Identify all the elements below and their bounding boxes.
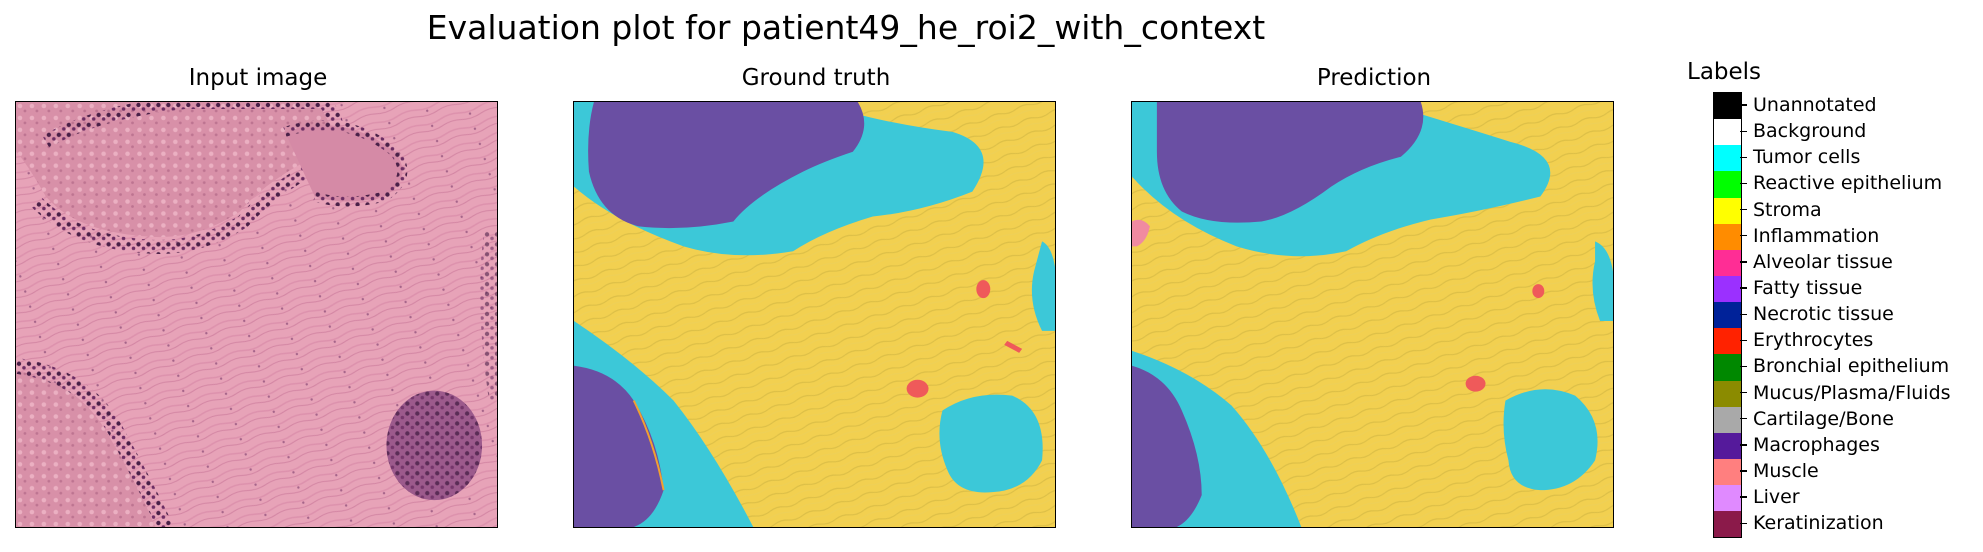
legend-item: Macrophages bbox=[1740, 432, 1951, 458]
legend-label: Macrophages bbox=[1753, 433, 1880, 456]
legend-label: Cartilage/Bone bbox=[1753, 407, 1894, 430]
legend-tick bbox=[1740, 104, 1747, 106]
legend-swatch bbox=[1714, 328, 1741, 355]
legend-swatch bbox=[1714, 249, 1741, 276]
legend-item: Keratinization bbox=[1740, 510, 1951, 536]
legend-tick bbox=[1740, 182, 1747, 185]
legend-swatch bbox=[1714, 145, 1741, 172]
legend-title: Labels bbox=[1687, 59, 1762, 85]
legend-tick bbox=[1740, 313, 1747, 315]
legend-tick bbox=[1740, 365, 1747, 368]
legend-label: Reactive epithelium bbox=[1753, 172, 1943, 195]
legend-tick bbox=[1740, 261, 1747, 263]
legend-swatch bbox=[1714, 223, 1741, 250]
panel-title-input-image: Input image bbox=[188, 65, 328, 91]
legend-tick bbox=[1740, 391, 1747, 394]
legend-swatch bbox=[1714, 275, 1741, 303]
legend-tick bbox=[1740, 287, 1747, 289]
prediction-mask bbox=[1132, 102, 1613, 527]
legend-item: Tumor cells bbox=[1740, 144, 1951, 170]
legend-item: Muscle bbox=[1740, 458, 1951, 484]
legend-swatch bbox=[1714, 485, 1741, 512]
legend-tick bbox=[1740, 496, 1747, 498]
legend-item: Inflammation bbox=[1740, 223, 1951, 249]
legend-tick bbox=[1740, 235, 1747, 237]
legend-label: Inflammation bbox=[1753, 224, 1880, 247]
legend-tick bbox=[1740, 470, 1747, 472]
legend-label: Stroma bbox=[1753, 198, 1822, 221]
panel-title-prediction: Prediction bbox=[1316, 65, 1432, 91]
legend-label: Bronchial epithelium bbox=[1753, 355, 1950, 378]
legend-label: Mucus/Plasma/Fluids bbox=[1753, 381, 1951, 404]
legend-swatch bbox=[1714, 354, 1741, 381]
legend-swatch bbox=[1714, 380, 1741, 407]
input-image-panel bbox=[15, 101, 498, 528]
legend-label: Unannotated bbox=[1753, 94, 1877, 117]
ground-truth-mask bbox=[574, 102, 1055, 527]
legend-tick bbox=[1740, 339, 1747, 342]
legend-swatch bbox=[1714, 302, 1741, 329]
legend-item: Fatty tissue bbox=[1740, 275, 1951, 301]
prediction-panel bbox=[1131, 101, 1614, 528]
legend-tick bbox=[1740, 156, 1747, 159]
legend-item: Erythrocytes bbox=[1740, 327, 1951, 353]
figure-title: Evaluation plot for patient49_he_roi2_wi… bbox=[426, 8, 1266, 47]
legend-label: Tumor cells bbox=[1753, 146, 1861, 169]
legend-swatch bbox=[1714, 171, 1741, 198]
legend-item: Mucus/Plasma/Fluids bbox=[1740, 380, 1951, 406]
label-legend: Unannotated Background Tumor cells Reactive… bbox=[1740, 92, 1951, 536]
legend-tick bbox=[1740, 522, 1747, 525]
legend-item: Bronchial epithelium bbox=[1740, 353, 1951, 379]
panel-title-ground-truth: Ground truth bbox=[741, 65, 891, 91]
legend-label: Keratinization bbox=[1753, 512, 1884, 535]
legend-label: Fatty tissue bbox=[1753, 277, 1863, 300]
legend-label: Necrotic tissue bbox=[1753, 303, 1894, 326]
legend-label: Alveolar tissue bbox=[1753, 250, 1893, 273]
ground-truth-panel bbox=[573, 101, 1056, 528]
legend-item: Liver bbox=[1740, 484, 1951, 510]
legend-item: Unannotated bbox=[1740, 92, 1951, 118]
legend-tick bbox=[1740, 418, 1747, 420]
he-stain-image bbox=[16, 102, 497, 527]
legend-item: Necrotic tissue bbox=[1740, 301, 1951, 327]
legend-swatch bbox=[1714, 93, 1741, 120]
label-colorbar bbox=[1713, 92, 1742, 539]
legend-tick bbox=[1740, 444, 1747, 446]
legend-item: Reactive epithelium bbox=[1740, 170, 1951, 196]
legend-item: Alveolar tissue bbox=[1740, 249, 1951, 275]
legend-swatch bbox=[1714, 458, 1741, 486]
legend-swatch bbox=[1714, 511, 1741, 538]
legend-swatch bbox=[1714, 119, 1741, 146]
legend-item: Cartilage/Bone bbox=[1740, 406, 1951, 432]
legend-item: Background bbox=[1740, 118, 1951, 144]
legend-label: Erythrocytes bbox=[1753, 329, 1874, 352]
legend-label: Background bbox=[1753, 120, 1867, 143]
legend-label: Muscle bbox=[1753, 460, 1819, 483]
legend-label: Liver bbox=[1753, 486, 1800, 509]
legend-swatch bbox=[1714, 406, 1741, 433]
legend-tick bbox=[1740, 208, 1747, 211]
legend-item: Stroma bbox=[1740, 197, 1951, 223]
legend-tick bbox=[1740, 130, 1747, 132]
legend-swatch bbox=[1714, 432, 1741, 459]
legend-swatch bbox=[1714, 197, 1741, 224]
